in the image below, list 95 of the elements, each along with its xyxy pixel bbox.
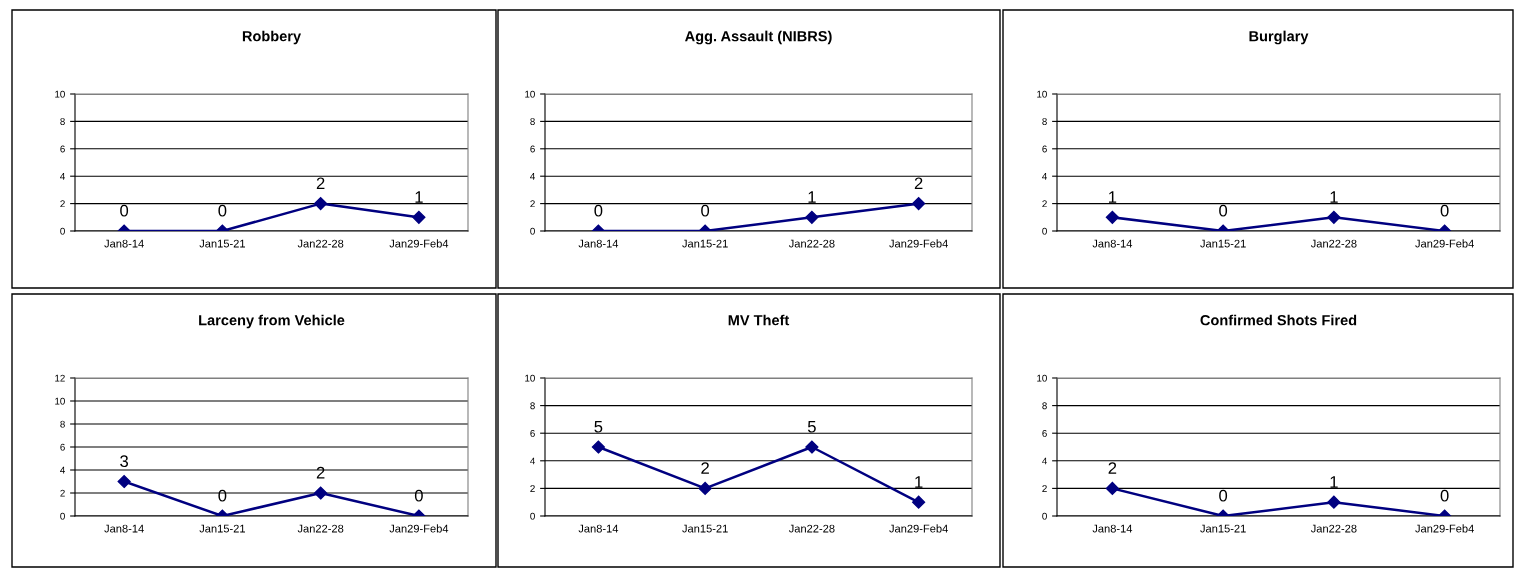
y-tick-label: 8 <box>60 420 65 428</box>
y-tick-label: 2 <box>1042 200 1047 208</box>
y-tick-label: 4 <box>1042 457 1047 465</box>
y-tick-label: 6 <box>1042 429 1047 437</box>
data-label: 0 <box>218 489 227 502</box>
point <box>591 440 605 454</box>
data-label: 1 <box>808 191 816 203</box>
data-label: 0 <box>414 489 423 502</box>
x-tick-label: Jan15-21 <box>199 239 245 248</box>
y-tick-label: 8 <box>60 118 65 126</box>
x-tick-label: Jan15-21 <box>682 524 728 533</box>
y-tick-label: 2 <box>60 489 65 497</box>
y-tick-label: 6 <box>1042 145 1047 153</box>
x-tick-label: Jan8-14 <box>578 239 619 248</box>
y-tick-label: 6 <box>530 145 535 153</box>
y-tick-label: 8 <box>1042 118 1047 126</box>
y-tick-label: 6 <box>60 443 65 451</box>
y-tick-label: 10 <box>1037 374 1047 382</box>
data-label: 0 <box>1219 489 1228 502</box>
x-tick-label: Jan29-Feb4 <box>1415 524 1474 533</box>
data-label: 2 <box>316 466 325 479</box>
x-tick-label: Jan29-Feb4 <box>389 524 449 533</box>
x-tick-label: Jan15-21 <box>1200 239 1246 248</box>
y-tick-label: 0 <box>530 227 535 235</box>
chart-title: Robbery <box>242 30 301 45</box>
data-label: 0 <box>1440 489 1449 502</box>
x-tick-label: Jan29-Feb4 <box>389 239 449 248</box>
x-tick-label: Jan22-28 <box>297 524 344 533</box>
chart-title: Agg. Assault (NIBRS) <box>685 30 832 45</box>
chart-title: Confirmed Shots Fired <box>1200 314 1357 326</box>
y-tick-label: 4 <box>60 466 65 474</box>
y-tick-label: 2 <box>1042 485 1047 492</box>
data-label: 1 <box>1330 476 1338 488</box>
y-tick-label: 2 <box>530 200 535 208</box>
y-tick-label: 0 <box>1042 227 1047 235</box>
x-tick-label: Jan22-28 <box>1310 524 1357 533</box>
x-tick-label: Jan8-14 <box>104 239 144 248</box>
y-tick-label: 10 <box>55 90 65 98</box>
x-tick-label: Jan15-21 <box>199 524 245 533</box>
data-label: 0 <box>594 204 603 217</box>
y-tick-label: 12 <box>55 374 65 382</box>
x-tick-label: Jan22-28 <box>297 239 344 248</box>
data-label: 0 <box>1219 204 1228 217</box>
y-tick-label: 6 <box>60 145 65 153</box>
x-tick-label: Jan8-14 <box>578 524 619 533</box>
y-tick-label: 8 <box>530 402 535 410</box>
x-tick-label: Jan8-14 <box>1092 524 1133 533</box>
x-tick-label: Jan15-21 <box>1200 524 1246 533</box>
x-tick-label: Jan29-Feb4 <box>889 239 948 248</box>
x-tick-label: Jan8-14 <box>104 524 144 533</box>
x-tick-label: Jan22-28 <box>1310 239 1357 248</box>
data-label: 1 <box>1109 191 1117 203</box>
y-tick-label: 8 <box>1042 402 1047 410</box>
x-tick-label: Jan29-Feb4 <box>1415 239 1474 248</box>
data-label: 0 <box>218 204 227 217</box>
y-tick-label: 10 <box>55 397 65 405</box>
chart-title: MV Theft <box>728 314 790 326</box>
data-label: 2 <box>914 177 923 190</box>
data-label: 5 <box>807 420 816 433</box>
y-tick-label: 10 <box>525 90 535 98</box>
y-tick-label: 4 <box>1042 173 1047 180</box>
point <box>912 495 926 509</box>
y-tick-label: 2 <box>60 200 65 208</box>
y-tick-label: 0 <box>1042 512 1047 520</box>
y-tick-label: 8 <box>530 118 535 126</box>
y-tick-label: 0 <box>60 512 65 520</box>
point <box>698 481 712 495</box>
data-label: 0 <box>701 204 710 217</box>
y-tick-label: 0 <box>60 227 65 235</box>
chart-title: Burglary <box>1249 30 1309 45</box>
x-tick-label: Jan29-Feb4 <box>889 524 948 533</box>
data-label: 1 <box>1330 191 1338 203</box>
y-tick-label: 10 <box>1037 90 1047 98</box>
y-tick-label: 4 <box>60 173 65 180</box>
data-label: 0 <box>120 204 129 217</box>
data-label: 2 <box>316 177 325 190</box>
y-tick-label: 2 <box>530 485 535 492</box>
data-label: 1 <box>915 476 923 488</box>
x-tick-label: Jan22-28 <box>788 524 835 533</box>
x-tick-label: Jan22-28 <box>788 239 835 248</box>
x-tick-label: Jan15-21 <box>682 239 728 248</box>
data-label: 0 <box>1440 204 1449 217</box>
data-label: 2 <box>1108 462 1117 474</box>
data-label: 5 <box>594 420 603 433</box>
x-tick-label: Jan8-14 <box>1092 239 1133 248</box>
point <box>805 440 819 454</box>
chart-title: Larceny from Vehicle <box>199 314 345 329</box>
y-tick-label: 6 <box>530 429 535 437</box>
y-tick-label: 10 <box>525 374 535 382</box>
data-label: 3 <box>120 455 129 468</box>
y-tick-label: 4 <box>530 457 535 465</box>
data-label: 1 <box>415 191 423 203</box>
data-label: 2 <box>701 462 709 474</box>
y-tick-label: 0 <box>530 512 535 520</box>
y-tick-label: 4 <box>530 173 535 180</box>
